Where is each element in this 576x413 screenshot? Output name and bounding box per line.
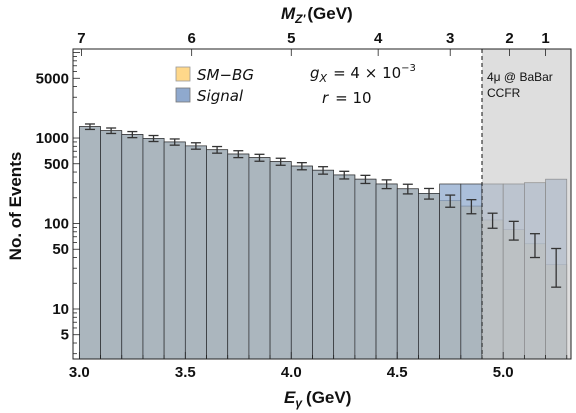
error-bar — [487, 212, 498, 229]
legend-swatch-signal — [175, 87, 191, 103]
x-axis-title: Eγ (GeV) — [284, 388, 351, 410]
r-annotation: r = 10 — [322, 89, 372, 107]
error-bar — [84, 123, 95, 131]
error-bar — [529, 233, 540, 259]
top-axis-title: MZ' (GeV) — [281, 4, 353, 26]
error-bar — [275, 157, 286, 166]
y-tick-label: 100 — [44, 216, 69, 233]
error-bar — [212, 145, 223, 154]
error-bar — [551, 247, 562, 288]
signal-bar — [100, 130, 123, 360]
error-bar — [424, 187, 435, 200]
top-tick-label: 1 — [541, 30, 549, 47]
y-tick-label: 500 — [44, 156, 69, 173]
excluded-region-label-1: 4μ @ BaBar — [487, 70, 553, 84]
top-tick-label: 2 — [505, 30, 513, 47]
signal-bar — [184, 145, 207, 360]
error-bar — [233, 150, 244, 159]
error-bar — [402, 183, 413, 195]
x-tick-label: 4.5 — [387, 364, 408, 381]
error-bar — [318, 166, 329, 175]
x-tick-label: 3.5 — [175, 364, 196, 381]
y-tick-label: 10 — [52, 301, 69, 318]
y-axis-title: No. of Events — [6, 152, 25, 261]
legend-swatch-bg — [175, 66, 191, 82]
axis-ticks: 3.0 3.5 4.0 4.5 5.0 7 6 5 4 3 2 1 5 10 50 100 500 1000 500… — [36, 30, 568, 381]
top-tick-label: 4 — [374, 30, 383, 47]
signal-bar — [396, 188, 419, 360]
legend-label-signal: Signal — [197, 87, 244, 105]
signal-bar — [312, 169, 335, 360]
x-tick-label: 5.0 — [493, 364, 514, 381]
signal-bar — [333, 174, 356, 360]
error-bar — [148, 134, 159, 143]
signal-bar — [142, 138, 165, 360]
error-bar — [466, 199, 477, 215]
error-bar — [190, 142, 201, 150]
signal-bar — [206, 149, 229, 360]
signal-bar — [269, 161, 292, 360]
y-tick-label: 5 — [61, 327, 69, 344]
error-bar — [127, 130, 138, 139]
error-bar — [106, 127, 117, 135]
error-bar — [381, 179, 392, 190]
signal-bar — [418, 193, 440, 360]
excluded-region-label-2: CCFR — [487, 86, 521, 100]
error-bar — [339, 170, 350, 180]
parameter-annotation: gX = 4 × 10−3 r = 10 — [310, 63, 416, 107]
legend: SM−BG Signal — [175, 66, 254, 105]
error-bar — [360, 174, 371, 185]
excluded-region — [481, 49, 571, 359]
x-tick-label: 3.0 — [69, 364, 90, 381]
y-tick-label: 5000 — [36, 70, 69, 87]
y-tick-label: 1000 — [36, 130, 69, 147]
top-tick-label: 3 — [446, 30, 454, 47]
signal-bar — [439, 183, 462, 360]
error-bars — [84, 123, 562, 288]
error-bar — [296, 162, 307, 171]
signal-bar — [354, 178, 377, 360]
signal-bar — [375, 183, 398, 360]
top-tick-label: 7 — [77, 30, 85, 47]
x-tick-label: 4.0 — [281, 364, 302, 381]
signal-bar — [290, 165, 313, 360]
legend-label-bg: SM−BG — [197, 66, 254, 84]
y-tick-label: 50 — [52, 241, 69, 258]
plot-frame — [72, 48, 572, 360]
error-bar — [169, 138, 180, 146]
signal-bar — [79, 126, 101, 360]
signal-bar — [248, 157, 271, 360]
top-tick-label: 6 — [188, 30, 196, 47]
top-tick-label: 5 — [287, 30, 295, 47]
signal-bar — [121, 134, 144, 360]
signal-bar — [227, 153, 250, 360]
error-bar — [254, 153, 265, 162]
error-bar — [508, 220, 519, 241]
signal-bar — [163, 141, 186, 360]
gx-annotation: gX = 4 × 10−3 — [310, 63, 416, 85]
error-bar — [445, 194, 456, 208]
